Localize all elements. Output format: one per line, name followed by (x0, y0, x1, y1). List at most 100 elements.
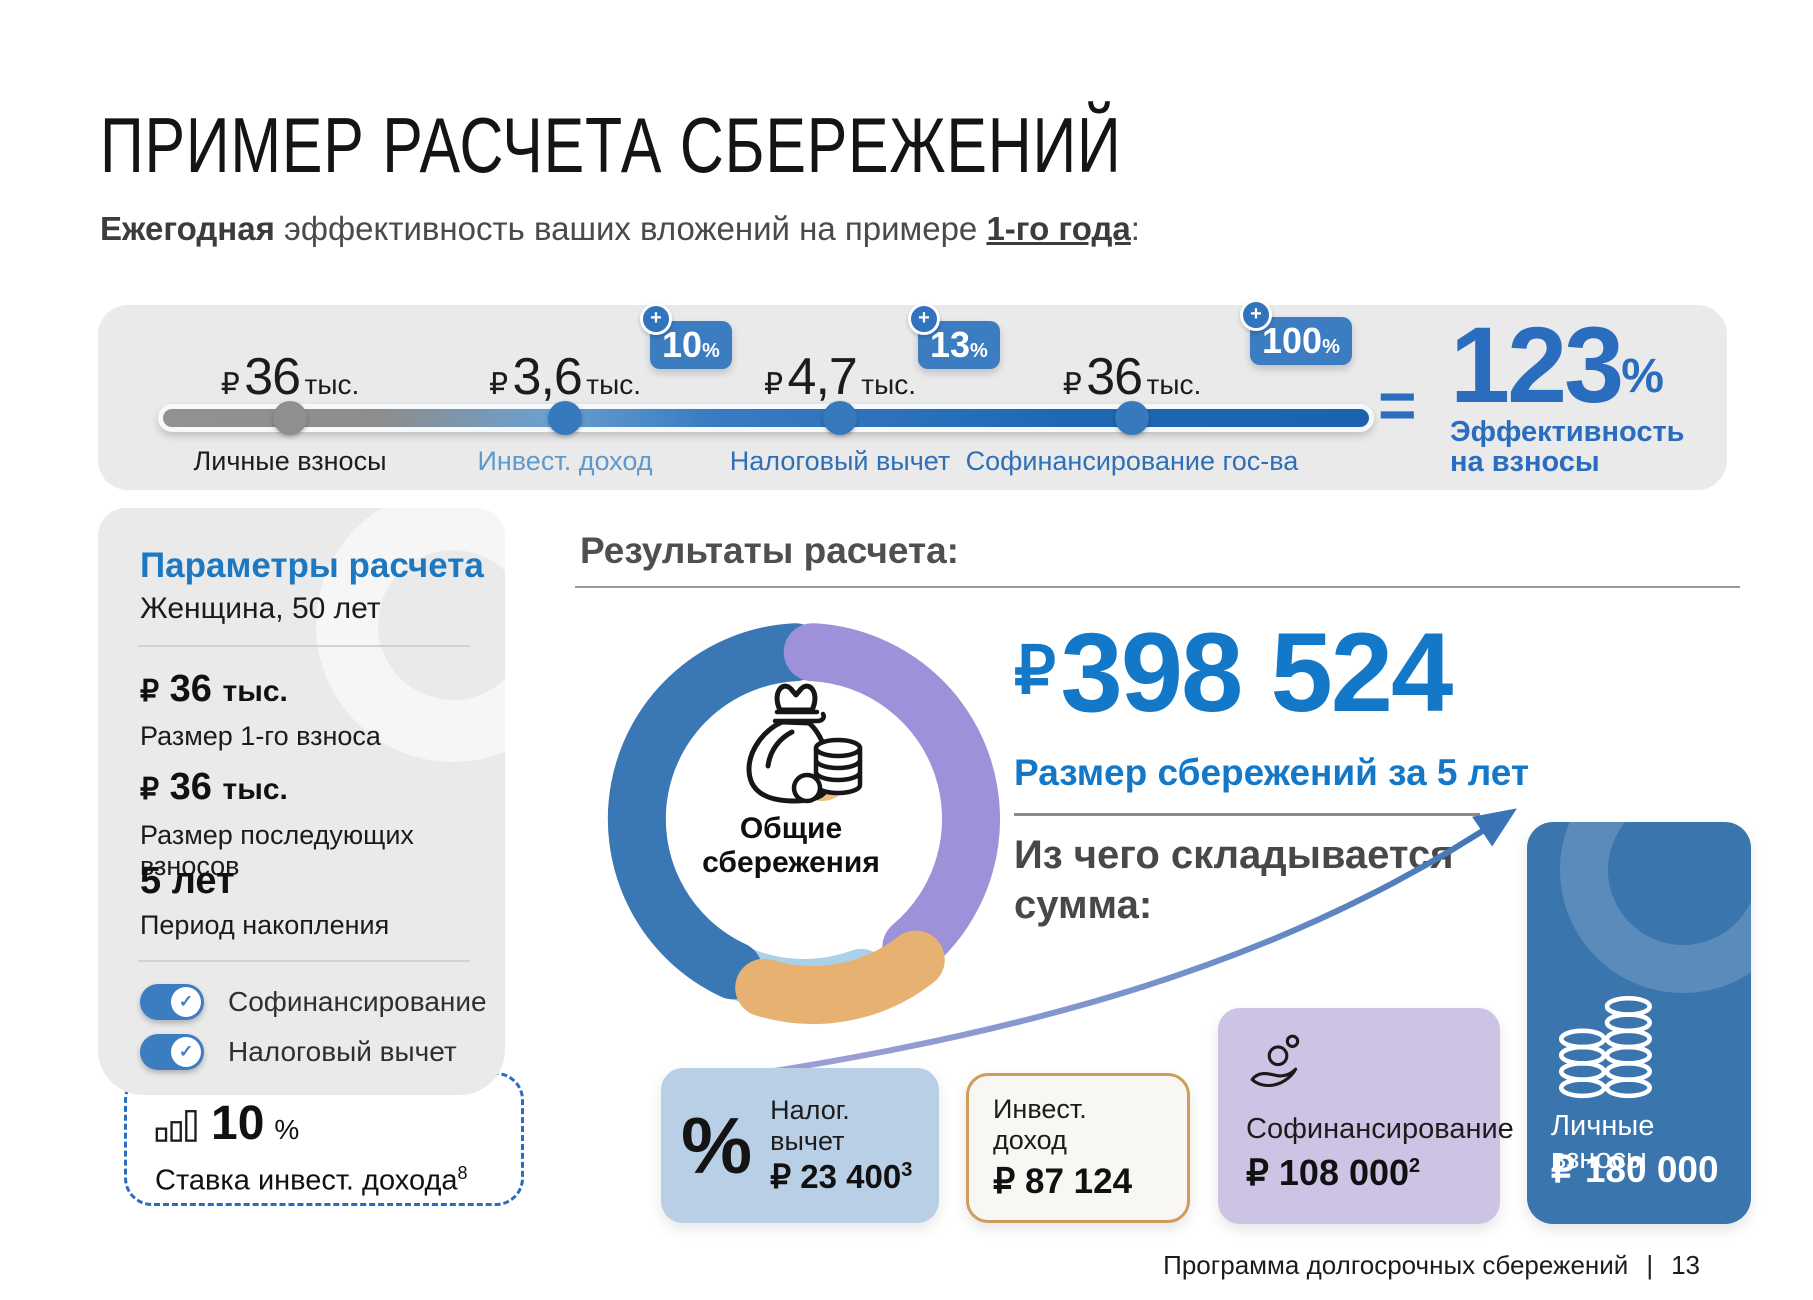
percent-sign: % (702, 340, 720, 362)
subtitle-middle: эффективность ваших вложений на примере (274, 210, 987, 247)
donut-segment-cofinancing (783, 623, 1001, 976)
coins-icon (1558, 995, 1653, 1099)
subtitle-lead: Ежегодная (100, 210, 275, 247)
donut-segment-invest (735, 930, 945, 1024)
subtitle-tail: : (1130, 210, 1140, 247)
plus-icon: + (1240, 299, 1272, 331)
badge-value: 13 (930, 324, 971, 365)
ruble-sign: ₽ (1014, 633, 1056, 707)
slider-handle-cofinancing[interactable] (1115, 401, 1149, 435)
results-heading: Результаты расчета: (580, 530, 959, 571)
slider-handle-tax[interactable] (823, 401, 857, 435)
hand-coin-icon (1250, 1034, 1300, 1088)
stop-value-invest: ₽ 3,6 тыс. (489, 347, 641, 407)
savings-caption: Размер сбережений за 5 лет (1014, 752, 1530, 793)
invest-income-card: Инвест. доход ₽ 87 124 (966, 1073, 1190, 1223)
slider-track-fill (163, 409, 1369, 427)
divider (138, 960, 470, 962)
percent-sign: % (1322, 336, 1340, 358)
donut-center-label: Общие сбережения (702, 812, 880, 879)
param-caption-next: Размер последующих взносов (140, 820, 414, 881)
ruble-sign: ₽ (1062, 368, 1082, 401)
check-icon: ✓ (171, 987, 201, 1017)
rate-value: 10 (211, 1097, 265, 1150)
page-number: 13 (1671, 1250, 1700, 1280)
stop-amount: 3,6 (512, 348, 583, 406)
stop-unit: тыс. (1146, 369, 1202, 400)
percent-sign: % (970, 340, 988, 362)
subtitle-emphasis: 1-го года (986, 210, 1131, 247)
toggle-row-cofinancing: ✓ Софинансирование (140, 984, 487, 1020)
badge-value: 10 (662, 324, 703, 365)
cofinancing-card: Софинансирование ₽ 108 0002 (1218, 1008, 1514, 1224)
stop-label-invest: Инвест. доход (477, 446, 653, 476)
personal-contributions-card: Личные взносы ₽ 180 000 (1527, 822, 1751, 1224)
equals-sign: = (1378, 368, 1417, 442)
stop-unit: тыс. (861, 369, 917, 400)
bar-chart-icon (155, 1110, 197, 1142)
divider (1014, 813, 1480, 816)
plus-icon: + (908, 303, 940, 335)
tax-deduction-toggle[interactable]: ✓ (140, 1034, 204, 1070)
breakdown-heading: Из чего складывается сумма: (1014, 833, 1454, 927)
cofinancing-toggle[interactable]: ✓ (140, 984, 204, 1020)
total-value: 123 (1450, 304, 1624, 425)
tax-deduction-card: % Налог. вычет ₽ 23 4003 (661, 1068, 939, 1223)
stop-value-personal: ₽ 36 тыс. (221, 347, 360, 407)
page-title: ПРИМЕР РАСЧЕТА СБЕРЕЖЕНИЙ (100, 101, 1122, 189)
param-caption-period: Период накопления (140, 910, 390, 940)
slider-track (158, 404, 1374, 432)
percent-badge-cofinancing[interactable]: + 100% (1240, 299, 1352, 365)
total-caption: Эффективность на взносы (1450, 416, 1685, 478)
stop-amount: 36 (244, 348, 301, 406)
ruble-sign: ₽ (220, 368, 240, 401)
ruble-sign: ₽ (488, 368, 509, 401)
subtitle: Ежегодная эффективность ваших вложений н… (100, 210, 1140, 248)
money-bag-icon (746, 683, 863, 804)
stop-amount: 4,7 (787, 348, 858, 406)
stop-label-personal: Личные взносы (193, 446, 387, 476)
stop-value-tax: ₽ 4,7 тыс. (764, 347, 916, 407)
stop-amount: 36 (1086, 348, 1143, 406)
toggle-label: Налоговый вычет (228, 1036, 457, 1067)
rate-row: 10 % (155, 1097, 300, 1150)
footnote: 8 (457, 1163, 468, 1183)
param-value-next: ₽ 36 тыс. (140, 766, 288, 808)
percent-sign: % (274, 1114, 300, 1145)
slider-handle-personal[interactable] (273, 401, 307, 435)
percent-badge-invest[interactable]: + 10% (640, 303, 732, 369)
savings-donut-chart (607, 623, 1001, 1024)
decor-ring (1560, 822, 1751, 993)
footnote: 2 (1409, 1155, 1421, 1177)
total-savings: ₽ 398 524 (1014, 608, 1453, 737)
total-effectiveness: 123% Эффективность на взносы (1450, 311, 1685, 478)
stop-label-tax: Налоговый вычет (729, 446, 951, 476)
separator: | (1646, 1250, 1654, 1280)
toggle-row-tax: ✓ Налоговый вычет (140, 1034, 457, 1070)
investment-rate-box: 10 % Ставка инвест. дохода8 (124, 1072, 524, 1206)
slider-handle-invest[interactable] (548, 401, 582, 435)
param-value-first: ₽ 36 тыс. (140, 668, 288, 710)
program-name: Программа долгосрочных сбережений (1163, 1250, 1629, 1280)
badge-value: 100 (1262, 320, 1323, 361)
param-value-period: 5 лет (140, 860, 235, 902)
check-icon: ✓ (171, 1037, 201, 1067)
percent-badge-tax[interactable]: + 13% (908, 303, 1000, 369)
divider (138, 645, 470, 647)
card-text: Налог. вычет ₽ 23 4003 (770, 1095, 913, 1195)
total-savings-value: 398 524 (1060, 610, 1453, 735)
stop-label-cofinancing: Софинансирование гос-ва (965, 446, 1299, 476)
parameters-heading: Параметры расчета (140, 546, 484, 585)
donut-segment-personal (607, 623, 825, 1000)
toggle-label: Софинансирование (228, 986, 487, 1017)
footer: Программа долгосрочных сбережений | 13 (1163, 1250, 1700, 1281)
ruble-sign: ₽ (763, 368, 784, 401)
growth-arrow (664, 808, 1517, 1090)
percent-sign: % (1621, 350, 1664, 403)
stop-unit: тыс. (586, 369, 642, 400)
rate-caption: Ставка инвест. дохода8 (155, 1163, 468, 1197)
percent-icon: % (681, 1100, 753, 1190)
person-info: Женщина, 50 лет (140, 592, 381, 625)
plus-icon: + (640, 303, 672, 335)
